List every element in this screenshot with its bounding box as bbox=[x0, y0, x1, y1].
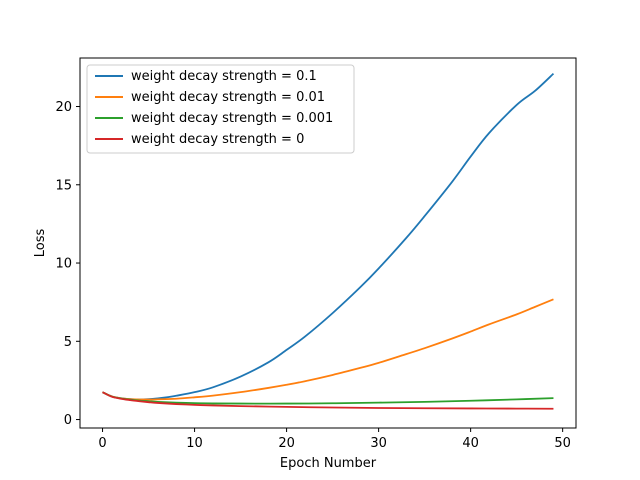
legend-box bbox=[86, 64, 355, 154]
plot-frame bbox=[79, 57, 577, 429]
legend-label-1: weight decay strength = 0.01 bbox=[131, 90, 325, 105]
legend-label-0: weight decay strength = 0.1 bbox=[131, 69, 317, 84]
y-tick-label-0: 0 bbox=[64, 413, 72, 428]
x-tick-label-2: 20 bbox=[278, 436, 295, 451]
x-tick-label-1: 10 bbox=[186, 436, 203, 451]
series-line-1 bbox=[102, 298, 554, 401]
x-tick-label-5: 50 bbox=[554, 436, 571, 451]
y-tick-label-1: 5 bbox=[64, 335, 72, 350]
x-tick-label-3: 30 bbox=[370, 436, 387, 451]
series-line-3 bbox=[102, 391, 554, 410]
series-line-2 bbox=[102, 391, 554, 405]
x-tick-label-0: 0 bbox=[98, 436, 106, 451]
ticks-layer: 0 10 20 30 40 50 0 5 10 15 20 bbox=[55, 100, 570, 451]
series-layer bbox=[102, 72, 555, 410]
legend-label-2: weight decay strength = 0.001 bbox=[131, 111, 333, 126]
legend-label-3: weight decay strength = 0 bbox=[131, 132, 304, 147]
x-axis-label: Epoch Number bbox=[280, 456, 377, 471]
y-tick-label-2: 10 bbox=[55, 257, 72, 272]
y-axis-label: Loss bbox=[33, 229, 48, 258]
y-tick-label-4: 20 bbox=[55, 100, 72, 115]
y-tick-label-3: 15 bbox=[55, 178, 72, 193]
x-tick-label-4: 40 bbox=[462, 436, 479, 451]
legend: weight decay strength = 0.1 weight decay… bbox=[86, 64, 355, 154]
